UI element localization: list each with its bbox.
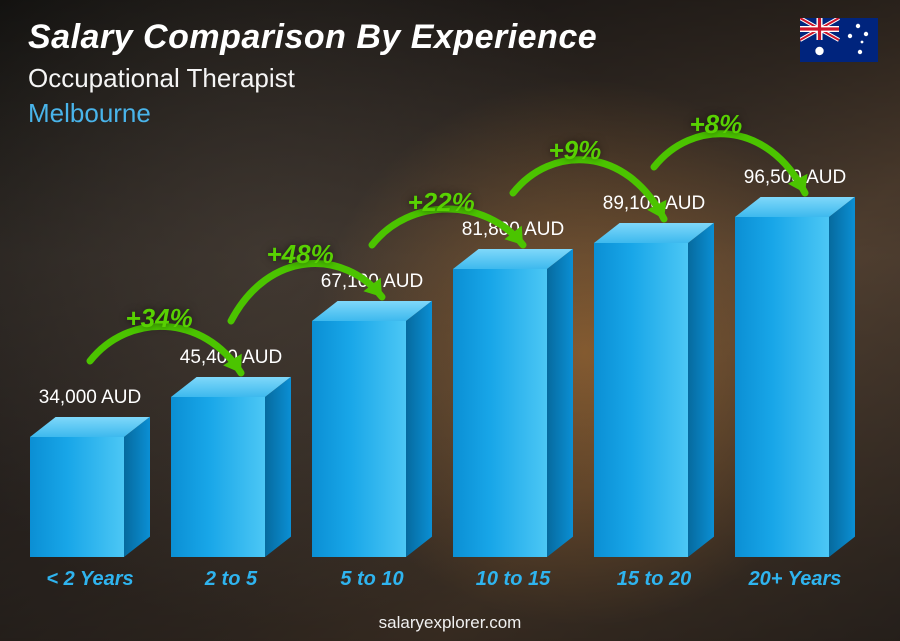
category-label: 15 to 20 <box>594 568 714 591</box>
percent-increase-label: +48% <box>267 239 334 270</box>
value-label: 89,100 AUD <box>586 193 722 215</box>
bar <box>312 321 432 557</box>
flag-icon <box>800 18 878 62</box>
bar-group: 2 to 5 <box>171 351 291 591</box>
chart-title: Salary Comparison By Experience <box>28 18 597 57</box>
value-label: 67,100 AUD <box>304 271 440 293</box>
bar-chart: < 2 Years 34,000 AUD 2 to 5 45,400 AUD +34% 5… <box>20 121 870 591</box>
value-label: 45,400 AUD <box>163 347 299 369</box>
percent-increase-label: +8% <box>690 109 743 140</box>
footer-credit: salaryexplorer.com <box>0 613 900 633</box>
category-label: 20+ Years <box>735 568 855 591</box>
category-label: 5 to 10 <box>312 568 432 591</box>
chart-subtitle: Occupational Therapist <box>28 63 597 94</box>
bar-group: 15 to 20 <box>594 197 714 591</box>
category-label: < 2 Years <box>30 568 150 591</box>
value-label: 81,800 AUD <box>445 219 581 241</box>
bar <box>594 243 714 557</box>
value-label: 96,500 AUD <box>727 167 863 189</box>
header: Salary Comparison By Experience Occupati… <box>28 18 597 129</box>
bar-group: 10 to 15 <box>453 223 573 591</box>
percent-increase-label: +34% <box>126 303 193 334</box>
bar <box>171 397 291 557</box>
bar-group: 20+ Years <box>735 171 855 591</box>
category-label: 2 to 5 <box>171 568 291 591</box>
bar <box>30 437 150 557</box>
percent-increase-label: +9% <box>549 135 602 166</box>
infographic-stage: Salary Comparison By Experience Occupati… <box>0 0 900 641</box>
percent-increase-label: +22% <box>408 187 475 218</box>
bar-group: 5 to 10 <box>312 275 432 591</box>
bar <box>735 217 855 557</box>
bar <box>453 269 573 557</box>
bar-group: < 2 Years <box>30 391 150 591</box>
category-label: 10 to 15 <box>453 568 573 591</box>
value-label: 34,000 AUD <box>22 387 158 409</box>
